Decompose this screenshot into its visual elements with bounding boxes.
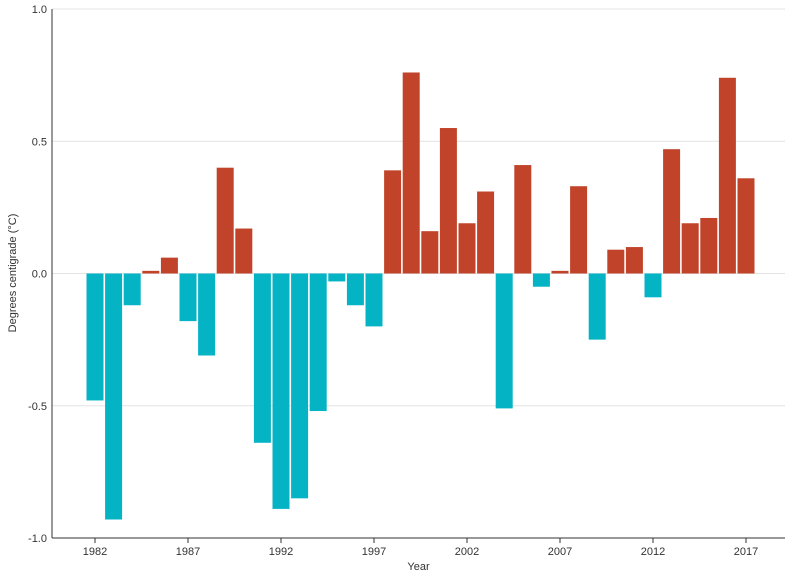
bar-1998 xyxy=(384,170,402,274)
bar-1997 xyxy=(365,273,383,327)
y-tick-label: 0.5 xyxy=(32,136,47,148)
bar-2009 xyxy=(588,273,606,340)
y-tick-label: 1.0 xyxy=(32,4,47,16)
bar-2015 xyxy=(700,217,718,274)
bar-1994 xyxy=(309,273,327,412)
bar-1992 xyxy=(272,273,290,509)
x-tick-label: 2007 xyxy=(548,546,572,558)
x-tick-label: 1997 xyxy=(362,546,386,558)
x-tick-label: 2002 xyxy=(455,546,479,558)
x-tick-label: 1992 xyxy=(269,546,293,558)
bar-1988 xyxy=(198,273,216,356)
bar-1995 xyxy=(328,273,346,282)
axes xyxy=(51,9,785,543)
bar-1982 xyxy=(86,273,104,401)
y-tick-labels: -1.0 -0.5 0.0 0.5 1.0 xyxy=(28,4,47,545)
bar-1990 xyxy=(235,228,253,274)
bar-2008 xyxy=(570,186,588,274)
y-tick-label: 0.0 xyxy=(32,269,47,281)
x-tick-labels: 1982 1987 1992 1997 2002 2007 2012 2017 xyxy=(83,546,758,558)
bars xyxy=(86,72,755,520)
bar-1984 xyxy=(123,273,141,306)
y-tick-label: -0.5 xyxy=(28,401,47,413)
bar-2017 xyxy=(737,178,755,274)
bar-2014 xyxy=(681,223,699,274)
x-tick-label: 2012 xyxy=(641,546,665,558)
bar-1987 xyxy=(179,273,197,322)
bar-1999 xyxy=(402,72,420,274)
bar-2003 xyxy=(477,191,495,274)
bar-2006 xyxy=(532,273,550,287)
bar-2016 xyxy=(718,77,736,274)
bar-2000 xyxy=(421,231,439,274)
bar-1991 xyxy=(253,273,271,443)
x-tick-label: 1982 xyxy=(83,546,107,558)
bar-1986 xyxy=(160,257,178,274)
bar-2001 xyxy=(439,128,457,274)
bar-2012 xyxy=(644,273,662,298)
bar-2010 xyxy=(607,249,625,274)
bar-1983 xyxy=(105,273,123,520)
x-tick-label: 2017 xyxy=(734,546,758,558)
bar-2007 xyxy=(551,270,569,274)
bar-2002 xyxy=(458,223,476,274)
bar-1985 xyxy=(142,270,160,274)
bar-2004 xyxy=(495,273,513,409)
bar-2013 xyxy=(663,149,681,274)
bar-1996 xyxy=(346,273,364,306)
bar-2011 xyxy=(625,247,643,274)
y-axis-title: Degrees centigrade (°C) xyxy=(7,214,19,333)
bar-1993 xyxy=(291,273,309,499)
y-tick-label: -1.0 xyxy=(28,533,47,545)
x-axis-title: Year xyxy=(407,561,430,573)
x-tick-label: 1987 xyxy=(176,546,200,558)
bar-1989 xyxy=(216,167,234,274)
bar-2005 xyxy=(514,165,532,274)
